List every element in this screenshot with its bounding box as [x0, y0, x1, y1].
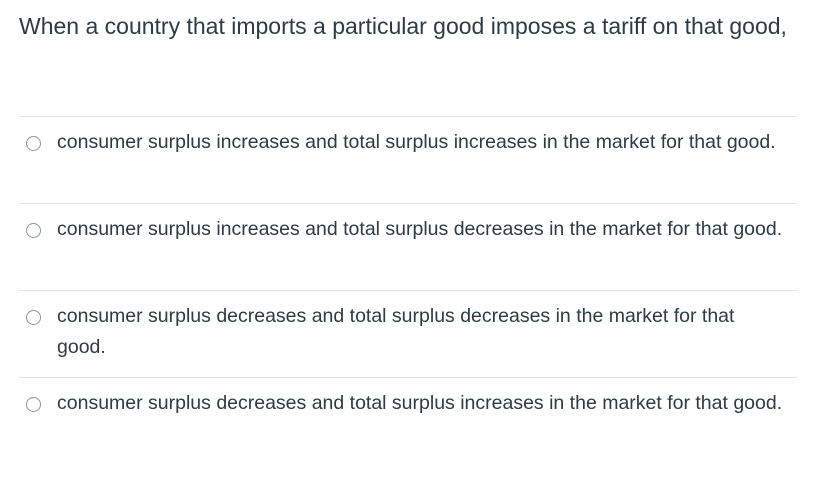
answer-option-4[interactable]: consumer surplus decreases and total sur… — [19, 378, 797, 464]
answer-option-1[interactable]: consumer surplus increases and total sur… — [19, 117, 797, 203]
radio-button[interactable] — [26, 397, 41, 412]
answer-label: consumer surplus decreases and total sur… — [57, 305, 735, 358]
radio-button[interactable] — [26, 310, 41, 325]
answer-label: consumer surplus decreases and total sur… — [57, 392, 783, 414]
answer-option-3[interactable]: consumer surplus decreases and total sur… — [19, 291, 797, 377]
question-text: When a country that imports a particular… — [19, 13, 787, 39]
radio-button[interactable] — [26, 223, 41, 238]
divider — [19, 203, 797, 204]
divider — [19, 377, 797, 378]
radio-button[interactable] — [26, 136, 41, 151]
answer-label: consumer surplus increases and total sur… — [57, 218, 783, 240]
answer-label: consumer surplus increases and total sur… — [57, 131, 776, 153]
answer-option-2[interactable]: consumer surplus increases and total sur… — [19, 204, 797, 290]
divider — [19, 290, 797, 291]
divider — [19, 116, 797, 117]
